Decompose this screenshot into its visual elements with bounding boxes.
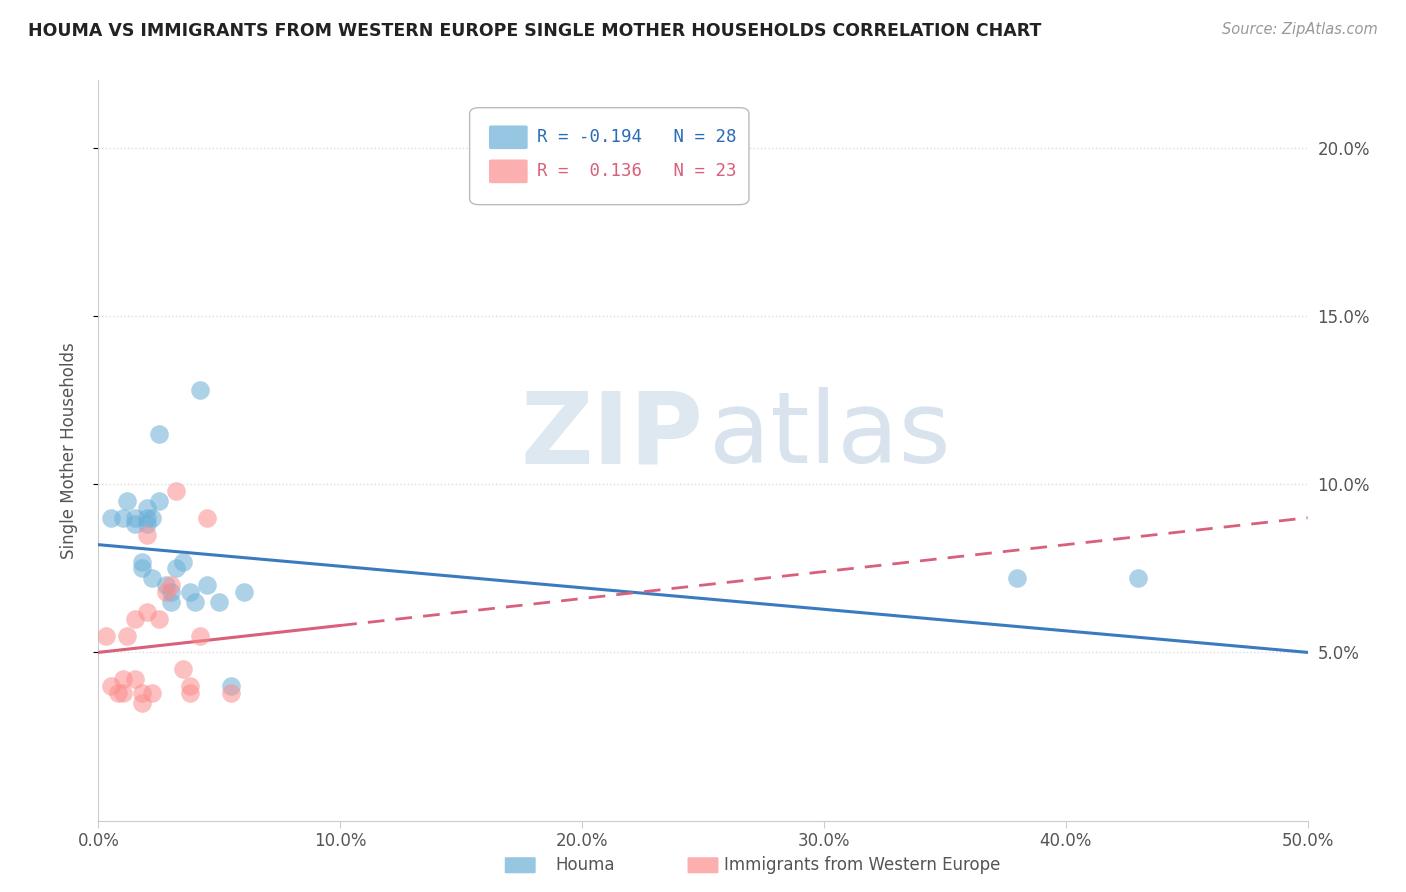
Point xyxy=(165,483,187,498)
Text: Source: ZipAtlas.com: Source: ZipAtlas.com xyxy=(1222,22,1378,37)
Point xyxy=(221,679,243,693)
Point xyxy=(100,679,122,693)
Text: Houma: Houma xyxy=(555,856,614,874)
Point xyxy=(131,561,153,575)
Point xyxy=(141,510,163,524)
Point xyxy=(124,612,146,626)
FancyBboxPatch shape xyxy=(489,126,527,149)
Point xyxy=(131,696,153,710)
Point xyxy=(155,578,177,592)
Point xyxy=(135,517,157,532)
Point xyxy=(165,561,187,575)
FancyBboxPatch shape xyxy=(470,108,749,204)
Point xyxy=(148,494,170,508)
Text: HOUMA VS IMMIGRANTS FROM WESTERN EUROPE SINGLE MOTHER HOUSEHOLDS CORRELATION CHA: HOUMA VS IMMIGRANTS FROM WESTERN EUROPE … xyxy=(28,22,1042,40)
Point xyxy=(141,686,163,700)
Point xyxy=(208,595,231,609)
Y-axis label: Single Mother Households: Single Mother Households xyxy=(59,343,77,558)
Point xyxy=(117,494,139,508)
Point xyxy=(155,584,177,599)
Point xyxy=(111,510,134,524)
Point xyxy=(232,584,254,599)
Text: atlas: atlas xyxy=(709,387,950,484)
Point xyxy=(131,686,153,700)
Text: R =  0.136   N = 23: R = 0.136 N = 23 xyxy=(537,161,737,179)
Point xyxy=(135,510,157,524)
Text: ZIP: ZIP xyxy=(520,387,703,484)
Point xyxy=(172,554,194,569)
Point xyxy=(94,628,117,642)
Point xyxy=(117,628,139,642)
Point xyxy=(188,628,211,642)
Point xyxy=(111,686,134,700)
FancyBboxPatch shape xyxy=(489,160,527,183)
Point xyxy=(188,383,211,397)
Point xyxy=(124,510,146,524)
Point xyxy=(111,673,134,687)
Point xyxy=(148,426,170,441)
Text: R = -0.194   N = 28: R = -0.194 N = 28 xyxy=(537,128,737,145)
Point xyxy=(148,612,170,626)
Point xyxy=(179,686,201,700)
Point xyxy=(160,584,183,599)
Point xyxy=(160,595,183,609)
Point xyxy=(172,662,194,676)
Point xyxy=(1007,571,1029,585)
Point xyxy=(221,686,243,700)
Point xyxy=(131,554,153,569)
Point xyxy=(107,686,129,700)
Point xyxy=(141,571,163,585)
Point xyxy=(179,679,201,693)
Point xyxy=(135,500,157,515)
Point xyxy=(124,673,146,687)
Point xyxy=(179,584,201,599)
Point xyxy=(100,510,122,524)
Point xyxy=(135,605,157,619)
Text: Immigrants from Western Europe: Immigrants from Western Europe xyxy=(724,856,1001,874)
Point xyxy=(135,527,157,541)
Point xyxy=(195,578,218,592)
Point xyxy=(195,510,218,524)
Point xyxy=(124,517,146,532)
Point xyxy=(1128,571,1150,585)
Point xyxy=(184,595,207,609)
Point xyxy=(160,578,183,592)
